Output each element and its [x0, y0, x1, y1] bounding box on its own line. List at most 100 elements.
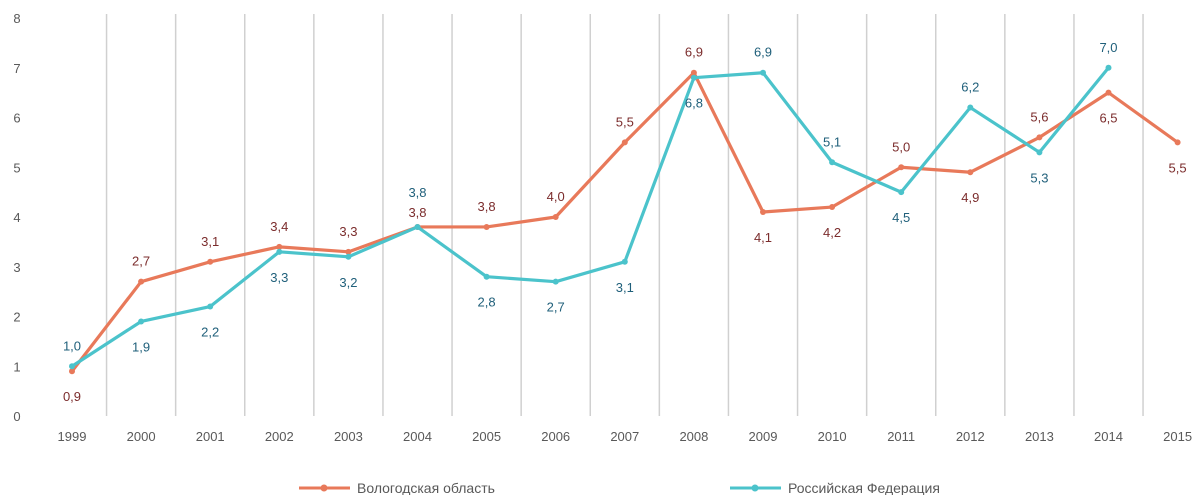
data-point: [138, 278, 145, 285]
x-tick-label: 2015: [1163, 429, 1192, 444]
data-label: 3,3: [270, 270, 288, 285]
y-tick-label: 8: [13, 11, 20, 26]
data-label: 1,9: [132, 339, 150, 354]
data-point: [898, 189, 905, 196]
data-point: [483, 223, 490, 230]
x-tick-label: 2007: [610, 429, 639, 444]
x-tick-label: 2000: [127, 429, 156, 444]
data-label: 4,1: [754, 230, 772, 245]
data-point: [483, 273, 490, 280]
data-point: [414, 223, 421, 230]
data-label: 3,1: [201, 234, 219, 249]
data-point: [760, 69, 766, 76]
y-tick-label: 7: [13, 61, 20, 76]
x-tick-label: 2011: [887, 429, 915, 444]
y-tick-label: 5: [13, 160, 20, 175]
x-axis: 1999 2000 2001 2002 2003 2004 2005 2006 2007 2008…: [58, 429, 1193, 444]
data-label: 1,0: [63, 338, 81, 353]
data-point: [1036, 134, 1043, 141]
data-point: [829, 204, 836, 211]
data-label: 2,8: [478, 295, 496, 310]
data-point: [69, 363, 75, 370]
data-point: [552, 214, 559, 220]
legend-item-russia: Российская Федерация: [730, 480, 940, 495]
data-point: [207, 258, 214, 265]
data-label: 6,5: [1099, 111, 1117, 126]
data-point: [621, 139, 628, 146]
data-label: 2,7: [132, 254, 150, 269]
data-label: 5,5: [616, 114, 634, 129]
x-tick-label: 2004: [403, 429, 432, 444]
y-tick-label: 6: [13, 111, 20, 126]
y-tick-label: 4: [13, 210, 20, 225]
data-point: [760, 209, 766, 216]
x-tick-label: 2001: [196, 429, 225, 444]
data-label: 4,0: [547, 189, 565, 204]
data-point: [898, 164, 905, 171]
data-label: 5,0: [892, 139, 910, 154]
data-label: 0,9: [63, 389, 81, 404]
y-tick-label: 1: [13, 359, 20, 374]
data-label: 3,2: [339, 275, 357, 290]
x-tick-label: 2003: [334, 429, 363, 444]
data-label: 6,2: [961, 80, 979, 95]
data-label: 3,3: [339, 224, 357, 239]
y-tick-label: 2: [13, 310, 20, 325]
data-label: 5,6: [1030, 109, 1048, 124]
data-label: 4,5: [892, 210, 910, 225]
data-label: 2,7: [547, 300, 565, 315]
data-label: 4,2: [823, 225, 841, 240]
data-label: 3,1: [616, 280, 634, 295]
x-tick-label: 2009: [749, 429, 778, 444]
legend-item-vologda: Вологодская область: [299, 480, 495, 495]
legend-label-vologda: Вологодская область: [357, 480, 495, 495]
data-label: 5,1: [823, 134, 841, 149]
data-point: [207, 303, 214, 310]
legend-marker-russia: [751, 484, 759, 492]
x-tick-label: 2012: [956, 429, 985, 444]
data-point: [552, 278, 559, 285]
data-label: 3,8: [478, 199, 496, 214]
data-point: [276, 243, 283, 250]
data-point: [967, 104, 974, 111]
data-point: [690, 74, 697, 81]
legend-label-russia: Российская Федерация: [788, 480, 940, 495]
x-tick-label: 2008: [679, 429, 708, 444]
data-point: [69, 368, 75, 375]
x-tick-label: 2013: [1025, 429, 1054, 444]
data-point: [1105, 89, 1112, 96]
data-label: 4,9: [961, 190, 979, 205]
series-lines: [69, 64, 1181, 375]
data-point: [690, 69, 697, 76]
data-label: 3,4: [270, 219, 288, 234]
data-label: 2,2: [201, 325, 219, 340]
y-tick-label: 0: [13, 409, 20, 424]
data-point: [345, 253, 352, 260]
data-point: [621, 258, 628, 265]
data-label: 7,0: [1099, 40, 1117, 55]
y-axis: 0 1 2 3 4 5 6 7 8: [13, 11, 20, 424]
data-point: [345, 248, 352, 255]
x-tick-label: 2005: [472, 429, 501, 444]
data-point: [1036, 149, 1043, 156]
data-point: [138, 318, 145, 325]
x-tick-label: 2014: [1094, 429, 1123, 444]
data-point: [276, 248, 283, 255]
data-label: 3,8: [408, 185, 426, 200]
x-tick-label: 1999: [58, 429, 87, 444]
series-line-1: [71, 66, 1110, 368]
legend: Вологодская область Российская Федерация: [299, 480, 940, 495]
data-point: [1174, 139, 1181, 146]
x-tick-label: 2002: [265, 429, 294, 444]
y-tick-label: 3: [13, 260, 20, 275]
x-tick-label: 2006: [541, 429, 570, 444]
legend-marker-vologda: [320, 484, 328, 492]
data-label: 6,9: [685, 45, 703, 60]
data-label: 6,8: [685, 96, 703, 111]
gridlines: [105, 14, 1144, 416]
data-label: 5,3: [1030, 170, 1048, 185]
data-point: [1105, 64, 1112, 71]
data-label: 6,9: [754, 45, 772, 60]
data-point: [967, 169, 974, 176]
